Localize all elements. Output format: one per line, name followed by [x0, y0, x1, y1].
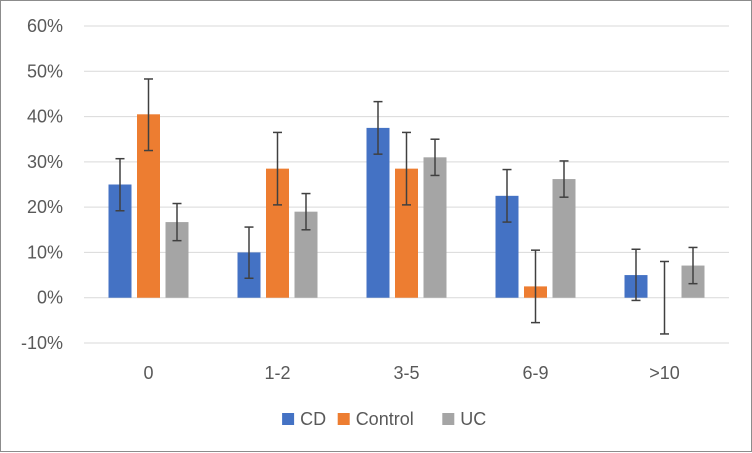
y-tick-label: 40% — [27, 107, 63, 127]
bar-cd — [495, 195, 519, 298]
bars — [108, 114, 705, 298]
legend-item-uc: UC — [442, 409, 486, 429]
legend-item-cd: CD — [282, 409, 326, 429]
y-tick-label: -10% — [21, 333, 63, 353]
x-tick-label: 6-9 — [522, 363, 548, 383]
x-tick-label: 3-5 — [393, 363, 419, 383]
bar-cd — [366, 127, 390, 298]
error-bar-uc — [688, 246, 698, 285]
legend: CD Control UC — [282, 409, 486, 429]
legend-item-control: Control — [337, 409, 414, 429]
error-bar-control — [402, 131, 411, 206]
error-bar-cd — [244, 226, 254, 279]
bar-control — [137, 114, 160, 298]
y-axis-tick-labels: -10% 0% 10% 20% 30% 40% 50% 60% — [21, 16, 63, 353]
x-tick-label: >10 — [649, 363, 680, 383]
bar-uc — [423, 157, 447, 298]
bar-control — [395, 168, 418, 298]
x-tick-label: 1-2 — [264, 363, 290, 383]
error-bar-control — [531, 249, 540, 324]
error-bar-uc — [301, 192, 311, 231]
error-bar-uc — [430, 138, 440, 177]
y-tick-label: 10% — [27, 242, 63, 262]
error-bar-control — [144, 78, 153, 152]
error-bar-control — [660, 260, 669, 335]
x-tick-label: 0 — [143, 363, 153, 383]
x-axis-tick-labels: 0 1-2 3-5 6-9 >10 — [143, 363, 679, 383]
legend-label: CD — [300, 409, 326, 429]
error-bar-cd — [631, 248, 641, 302]
error-bar-cd — [502, 168, 512, 223]
legend-swatch — [442, 413, 455, 425]
bar-cd — [108, 184, 132, 298]
bar-uc — [552, 179, 576, 298]
error-bar-control — [273, 131, 282, 206]
error-bars — [115, 78, 698, 335]
error-bar-uc — [172, 202, 182, 242]
bar-control — [266, 168, 289, 298]
legend-swatch — [337, 413, 350, 425]
legend-swatch — [282, 413, 295, 425]
legend-label: UC — [460, 409, 486, 429]
y-tick-label: 20% — [27, 197, 63, 217]
y-tick-label: 0% — [37, 288, 63, 308]
legend-label: Control — [356, 409, 414, 429]
y-tick-label: 60% — [27, 16, 63, 36]
error-bar-cd — [115, 157, 125, 212]
y-tick-label: 50% — [27, 61, 63, 81]
bar-uc — [294, 211, 318, 298]
error-bar-uc — [559, 160, 569, 198]
y-tick-label: 30% — [27, 152, 63, 172]
bar-uc — [165, 222, 189, 298]
error-bar-cd — [373, 100, 383, 155]
